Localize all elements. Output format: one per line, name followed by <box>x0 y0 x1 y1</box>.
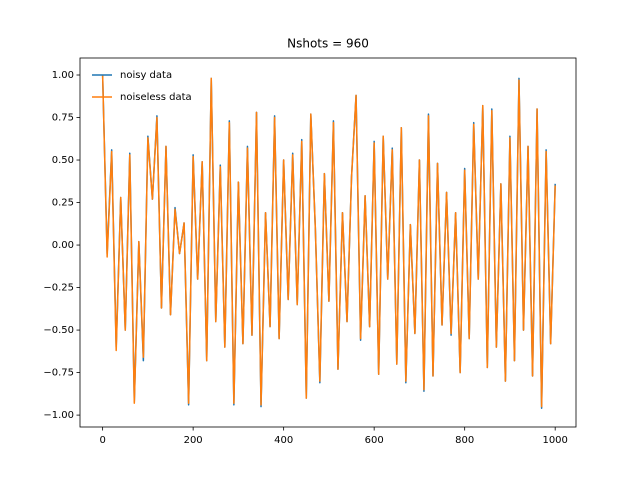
x-tick-label: 200 <box>184 435 203 446</box>
legend-label: noiseless data <box>120 92 192 103</box>
y-tick-label: −0.75 <box>43 368 74 379</box>
x-tick-label: 400 <box>274 435 293 446</box>
chart-title: Nshots = 960 <box>287 37 369 51</box>
y-tick-label: 0.50 <box>52 155 74 166</box>
y-tick-label: 0.00 <box>52 240 74 251</box>
line-series <box>101 74 556 408</box>
plot-frame <box>79 57 577 428</box>
y-tick-label: −1.00 <box>43 410 74 421</box>
y-tick-label: 0.25 <box>52 198 74 209</box>
y-tick-label: 0.75 <box>52 113 74 124</box>
x-tick-label: 0 <box>99 435 105 446</box>
x-tick-label: 600 <box>365 435 384 446</box>
y-tick-label: −0.25 <box>43 283 74 294</box>
x-tick-label: 800 <box>455 435 474 446</box>
y-tick-label: 1.00 <box>52 70 74 81</box>
legend-label: noisy data <box>120 70 172 81</box>
x-tick-label: 1000 <box>542 435 567 446</box>
y-tick-label: −0.50 <box>43 325 74 336</box>
